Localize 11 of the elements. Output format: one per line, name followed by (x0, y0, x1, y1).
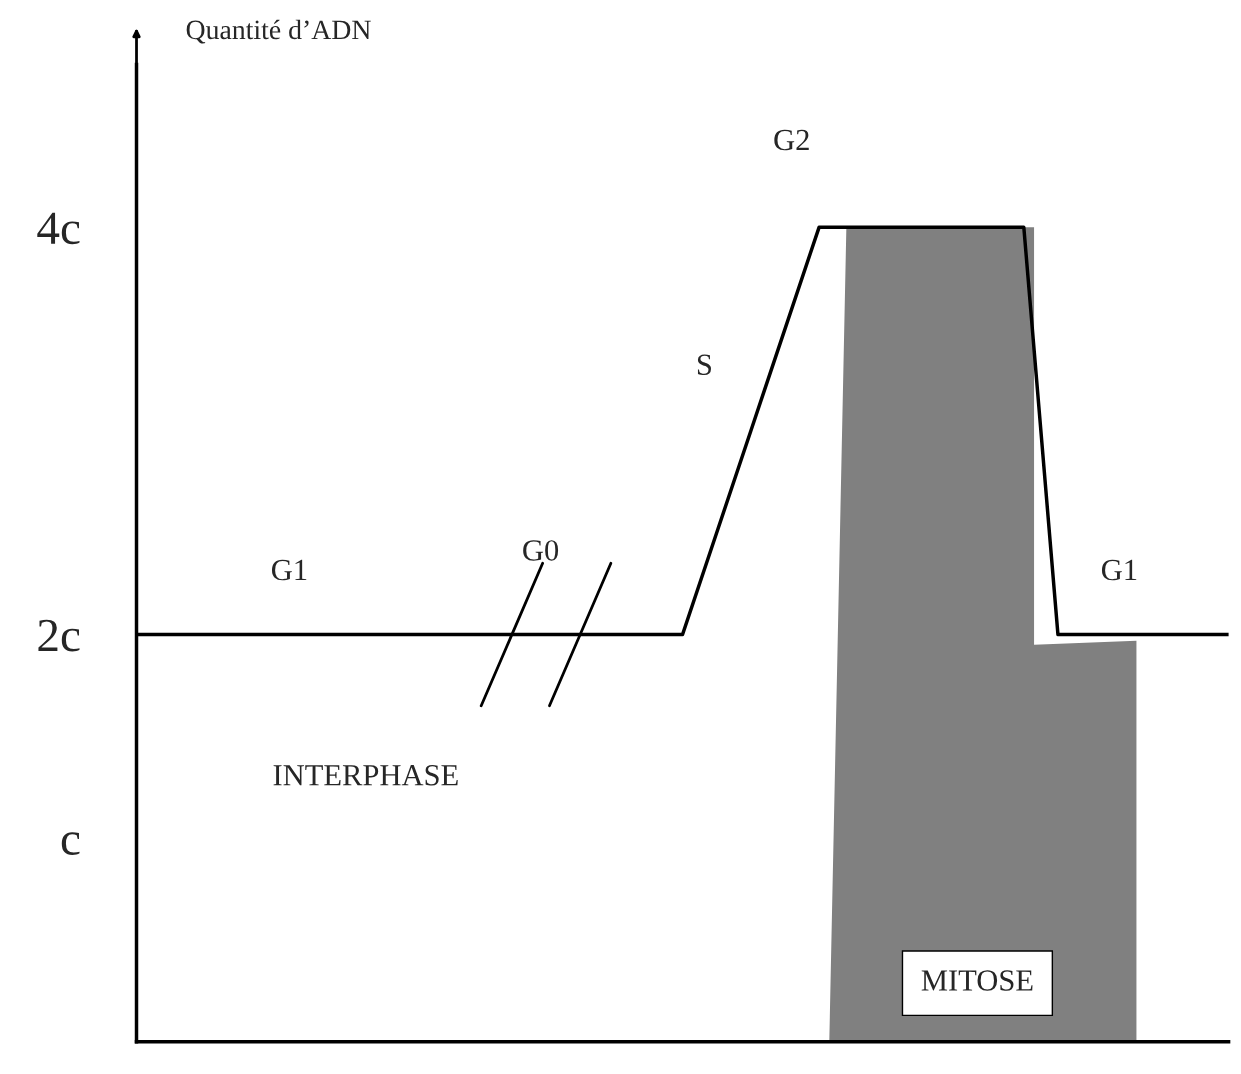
annotation: S (697, 354, 711, 376)
y-tick-label: 2c (38, 619, 80, 652)
annotation: G0 (523, 540, 559, 561)
annotation: G1 (1101, 559, 1137, 581)
annotation: INTERPHASE (273, 765, 458, 786)
annotation: G2 (774, 129, 809, 151)
y-axis-title: Quantité d’ADN (186, 19, 371, 44)
y-tick-label: 4c (37, 212, 80, 245)
y-tick-label: c (61, 832, 80, 856)
annotation: MITOSE (921, 970, 1033, 991)
annotation: G1 (271, 559, 307, 581)
